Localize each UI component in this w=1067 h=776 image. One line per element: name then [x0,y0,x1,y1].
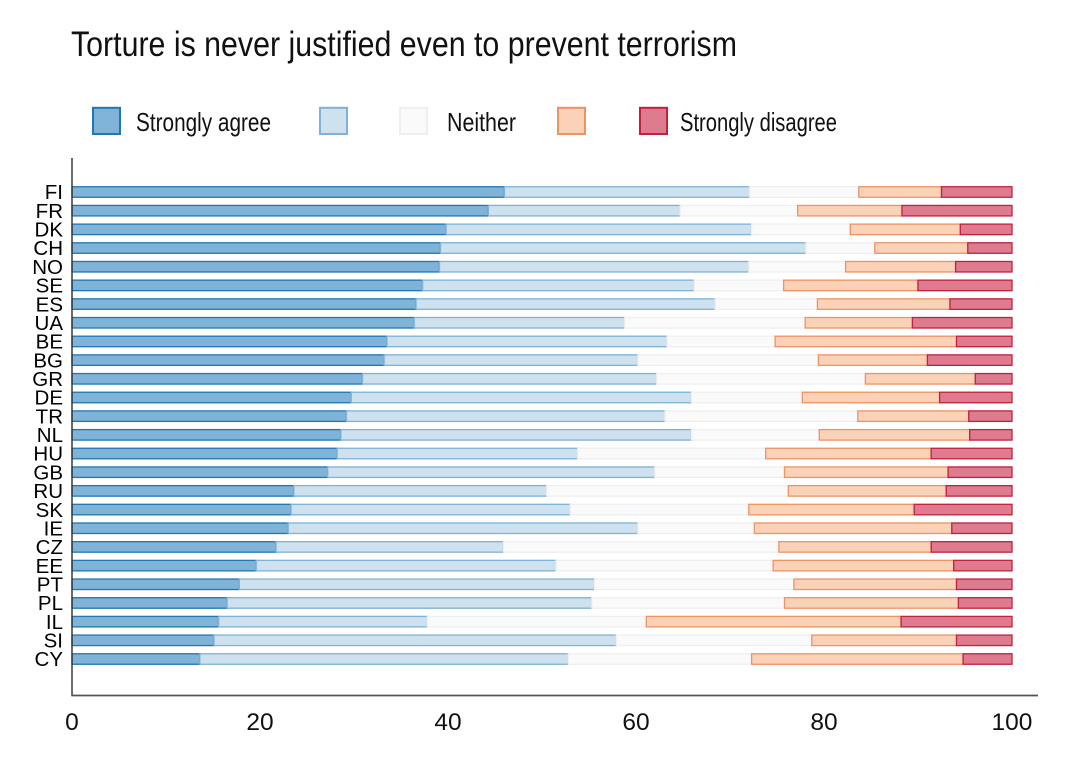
svg-text:PL: PL [38,592,63,615]
svg-text:IL: IL [46,611,63,634]
svg-text:100: 100 [992,709,1033,736]
svg-text:FR: FR [36,200,63,223]
svg-text:DE: DE [35,387,63,410]
svg-text:Neither: Neither [447,107,516,137]
svg-text:Torture is never justified eve: Torture is never justified even to preve… [71,25,737,64]
svg-text:SI: SI [44,630,63,653]
svg-text:CZ: CZ [36,536,63,559]
svg-text:BG: BG [33,349,63,372]
svg-text:UA: UA [35,312,64,335]
svg-text:20: 20 [246,709,273,736]
svg-text:IE: IE [44,517,63,540]
svg-text:HU: HU [33,443,63,466]
svg-text:NL: NL [37,424,63,447]
svg-text:SE: SE [36,275,63,298]
svg-text:80: 80 [810,709,837,736]
svg-text:GB: GB [33,461,63,484]
svg-text:BE: BE [36,331,63,354]
svg-text:0: 0 [65,709,79,736]
svg-text:CY: CY [35,648,64,671]
svg-text:EE: EE [36,555,63,578]
svg-text:GR: GR [32,368,63,391]
svg-text:DK: DK [35,219,64,242]
svg-text:FI: FI [45,181,63,204]
svg-text:NO: NO [32,256,63,279]
svg-text:PT: PT [37,573,64,596]
svg-text:40: 40 [434,709,461,736]
svg-text:ES: ES [36,293,63,316]
svg-text:60: 60 [622,709,649,736]
svg-text:TR: TR [36,405,63,428]
svg-text:SK: SK [36,499,64,522]
svg-text:Strongly agree: Strongly agree [136,107,271,137]
svg-text:Strongly disagree: Strongly disagree [680,107,837,137]
svg-text:RU: RU [33,480,63,503]
svg-text:CH: CH [33,237,63,260]
